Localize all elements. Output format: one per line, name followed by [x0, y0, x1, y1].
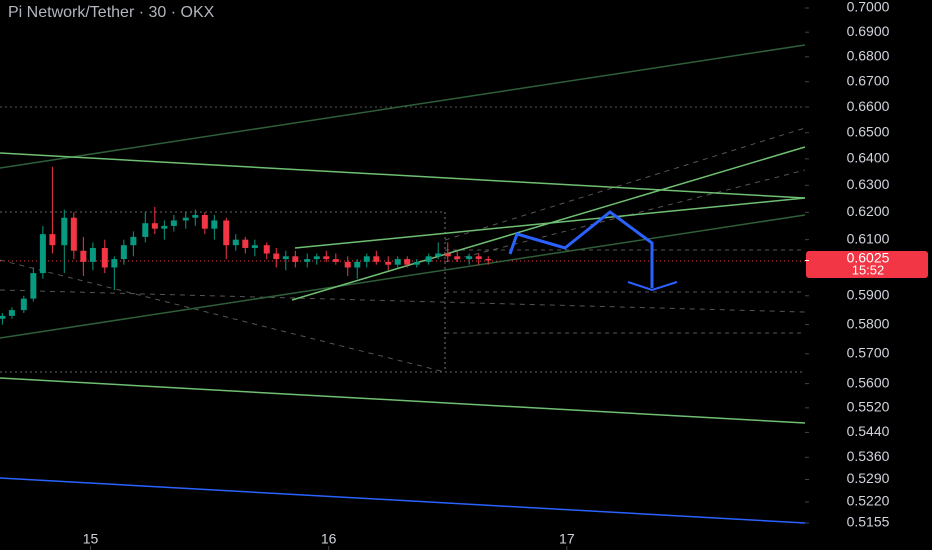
- y-tick-label: 0.5900: [847, 286, 890, 302]
- x-tick-label: 17: [559, 531, 575, 547]
- trend-line: [0, 152, 806, 199]
- y-tick-label: 0.6700: [847, 72, 890, 88]
- dashed-trend: [444, 127, 806, 241]
- candle-body: [332, 259, 339, 262]
- candle-body: [101, 247, 108, 268]
- y-tick-label: 0.6500: [847, 123, 890, 139]
- candle-body: [363, 256, 370, 262]
- y-tick-label: 0.5600: [847, 374, 890, 390]
- candle-body: [211, 220, 218, 229]
- candle-body: [344, 261, 351, 268]
- candle-body: [404, 259, 411, 265]
- candle-body: [80, 250, 87, 262]
- last-price-label: 0.6025: [847, 250, 890, 266]
- candle-body: [161, 225, 168, 229]
- candle-body: [20, 298, 27, 311]
- candle-body: [89, 247, 96, 262]
- x-tick-label: 16: [321, 531, 337, 547]
- candle-body: [120, 245, 127, 260]
- candle-body: [182, 217, 189, 221]
- candle-body: [242, 239, 249, 248]
- y-tick-label: 0.5290: [847, 470, 890, 486]
- y-tick-label: 0.6800: [847, 47, 890, 63]
- candle-body: [111, 259, 118, 268]
- candle-body: [30, 273, 37, 299]
- candle-body: [373, 256, 380, 262]
- trend-line: [294, 197, 806, 249]
- candle-body: [0, 315, 6, 319]
- trend-line: [0, 214, 806, 339]
- y-tick-label: 0.6900: [847, 23, 890, 39]
- trend-line: [0, 377, 806, 424]
- candle-body: [8, 310, 15, 316]
- price-tag: [806, 251, 928, 278]
- dashed-trend: [0, 259, 446, 373]
- y-tick-label: 0.5520: [847, 399, 890, 415]
- candle-body: [70, 217, 77, 251]
- countdown-label: 15:52: [852, 262, 885, 277]
- y-tick-label: 0.5155: [847, 514, 890, 530]
- dashed-trend: [444, 169, 806, 263]
- candle-body: [304, 259, 311, 262]
- candle-body: [223, 220, 230, 246]
- y-tick-label: 0.5800: [847, 315, 890, 331]
- candle-body: [232, 239, 239, 246]
- x-tick-label: 15: [83, 531, 99, 547]
- candle-body: [292, 256, 299, 262]
- candle-body: [354, 261, 361, 268]
- y-tick-label: 0.6300: [847, 176, 890, 192]
- candle-body: [273, 253, 280, 260]
- candle-body: [394, 259, 401, 265]
- y-tick-label: 0.5360: [847, 448, 890, 464]
- candle-body: [313, 256, 320, 260]
- candle-body: [170, 220, 177, 226]
- candle-body: [263, 245, 270, 254]
- candle-body: [192, 215, 199, 218]
- candle-body: [425, 256, 432, 262]
- candle-body: [142, 223, 149, 237]
- projection-arrow: [627, 281, 678, 292]
- candle-body: [385, 261, 392, 265]
- candle-body: [282, 256, 289, 260]
- candle-body: [39, 234, 46, 274]
- candle-body: [151, 223, 158, 229]
- y-tick-label: 0.6200: [847, 203, 890, 219]
- candle-body: [475, 256, 482, 260]
- drawings: [0, 44, 806, 524]
- y-tick-label: 0.6400: [847, 150, 890, 166]
- y-tick-label: 0.6600: [847, 98, 890, 114]
- candle-body: [454, 256, 461, 260]
- candle-body: [201, 215, 208, 229]
- y-tick-label: 0.5440: [847, 423, 890, 439]
- dashed-trend: [0, 289, 806, 313]
- trend-line: [0, 477, 806, 524]
- y-tick-label: 0.5220: [847, 493, 890, 509]
- candle-body: [49, 234, 56, 246]
- y-tick-label: 0.6100: [847, 230, 890, 246]
- y-tick-label: 0.7000: [847, 0, 890, 15]
- candle-body: [435, 253, 442, 257]
- candle-body: [444, 253, 451, 257]
- trend-line: [0, 44, 806, 169]
- candle-body: [130, 236, 137, 246]
- candle-body: [485, 259, 492, 261]
- chart-title: Pi Network/Tether · 30 · OKX: [8, 4, 215, 21]
- projection-path: [508, 210, 654, 288]
- candle-body: [413, 261, 420, 265]
- candle-body: [323, 256, 330, 260]
- candle-body: [466, 256, 473, 260]
- candle-body: [61, 217, 68, 246]
- y-tick-label: 0.5700: [847, 345, 890, 361]
- candle-body: [251, 245, 258, 248]
